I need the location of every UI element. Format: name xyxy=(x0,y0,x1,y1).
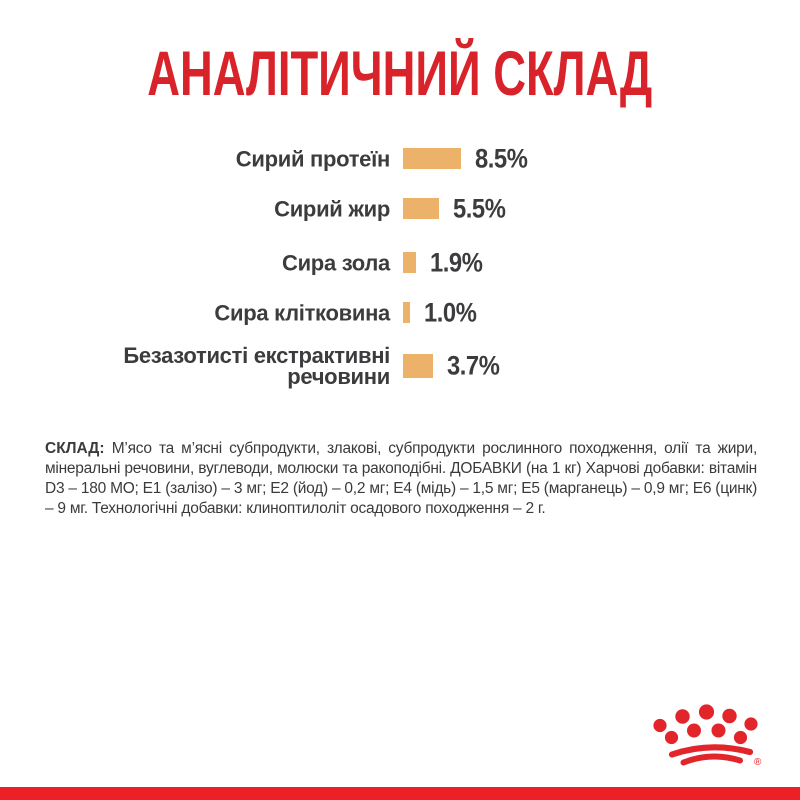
bar-label: Безазотисті екстрактивні речовини xyxy=(123,343,390,389)
chart-row: Сирий жир 5.5% xyxy=(0,193,800,223)
ingredients-text: М’ясо та м’ясні субпродукти, злакові, су… xyxy=(45,439,758,517)
chart-row: Сира зола 1.9% xyxy=(0,247,800,277)
chart-row: Сира клітковина 1.0% xyxy=(0,297,800,327)
bar-label: Сира зола xyxy=(282,250,390,275)
page-title-wrap: АНАЛІТИЧНИЙ СКЛАД xyxy=(0,36,800,112)
bar-value: 1.9% xyxy=(430,247,483,277)
bar-label: Сирий протеїн xyxy=(235,146,391,171)
bar-value: 8.5% xyxy=(475,143,528,173)
royal-canin-crown-logo-icon: ® xyxy=(653,704,762,768)
ingredients-heading: СКЛАД: xyxy=(45,439,105,457)
ingredients-paragraph: СКЛАД: М’ясо та м’ясні субпродукти, злак… xyxy=(45,439,757,519)
bar-label: Сирий жир xyxy=(274,196,390,221)
bar-nitrogen-free-extract xyxy=(403,354,433,378)
chart-row: Сирий протеїн 8.5% xyxy=(0,143,800,173)
bar-crude-protein xyxy=(403,148,461,169)
bar-value: 5.5% xyxy=(453,193,506,223)
footer-red-stripe xyxy=(0,787,800,800)
bar-crude-ash xyxy=(403,252,416,273)
chart-row: Безазотисті екстрактивні речовини 3.7% xyxy=(0,345,800,388)
registered-trademark-symbol: ® xyxy=(754,757,762,768)
page-title: АНАЛІТИЧНИЙ СКЛАД xyxy=(147,39,653,109)
bar-value: 1.0% xyxy=(424,297,477,327)
bar-crude-fat xyxy=(403,198,439,219)
bar-label: Сира клітковина xyxy=(214,300,390,325)
bar-value: 3.7% xyxy=(447,350,500,381)
bar-crude-fiber xyxy=(403,302,410,323)
